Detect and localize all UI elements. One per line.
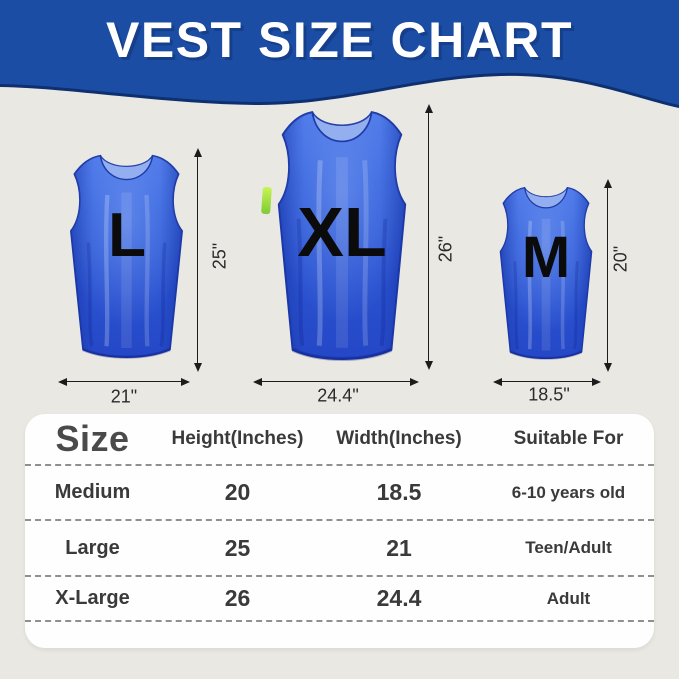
cell-suitable: 6-10 years old [511,482,626,502]
xlarge-width-arrow [253,377,419,386]
cell-suitable: Adult [546,588,591,608]
cell-width: 21 [386,534,412,561]
cell-height: 25 [224,534,251,561]
large-height-label: 25" [209,242,230,270]
cell-width: 18.5 [376,479,422,505]
cell-size: X-Large [55,587,130,609]
xlarge-height-label: 26" [435,235,456,263]
column-header-size: Size [55,418,130,459]
cell-height: 26 [224,585,251,611]
cell-size: Large [65,536,120,559]
header-banner-wave [0,0,679,108]
cell-suitable: Teen/Adult [525,538,612,557]
medium-width-arrow [493,377,601,386]
column-header-height: Height(Inches) [171,428,304,449]
xlarge-width-label: 24.4" [317,385,359,406]
column-header-suitable: Suitable For [513,428,624,449]
medium-height-label: 20" [610,245,631,273]
table-row-xlarge: X-Large 26 24.4 Adult [25,577,654,622]
large-width-arrow [58,377,190,386]
table-header-row: Size Height(Inches) Width(Inches) Suitab… [25,414,654,466]
page-title: VEST SIZE CHART [106,12,573,68]
xlarge-height-arrow [424,104,433,370]
medium-width-label: 18.5" [528,384,570,405]
cell-width: 24.4 [376,585,422,611]
size-chart-table: Size Height(Inches) Width(Inches) Suitab… [25,414,654,648]
medium-height-arrow [603,179,612,372]
vest-medium-letter: M [521,225,571,290]
table-row-large: Large 25 21 Teen/Adult [25,521,654,577]
large-width-label: 21" [110,386,138,407]
vest-large-letter: L [108,201,146,270]
vest-xlarge-letter: XL [297,193,387,271]
cell-size: Medium [54,481,131,503]
large-height-arrow [193,148,202,372]
table-row-medium: Medium 20 18.5 6-10 years old [25,466,654,521]
column-header-width: Width(Inches) [336,428,462,449]
cell-height: 20 [224,479,251,505]
